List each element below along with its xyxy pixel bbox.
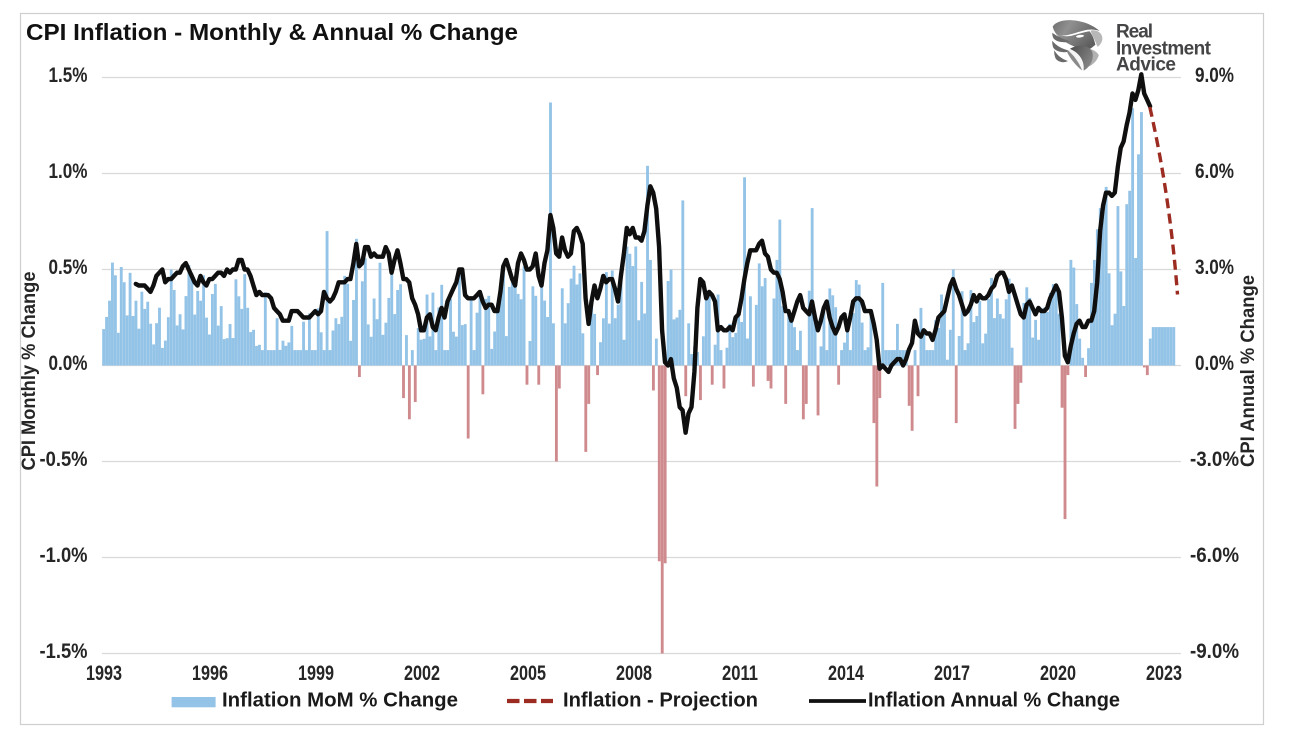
svg-text:-1.0%: -1.0% xyxy=(40,544,88,567)
svg-text:1993: 1993 xyxy=(86,662,122,685)
svg-text:1996: 1996 xyxy=(192,662,228,685)
svg-text:2017: 2017 xyxy=(934,662,970,685)
svg-text:-9.0%: -9.0% xyxy=(1190,640,1239,663)
svg-text:1.0%: 1.0% xyxy=(49,160,88,183)
svg-text:0.0%: 0.0% xyxy=(49,352,88,375)
svg-text:-3.0%: -3.0% xyxy=(1190,448,1239,471)
svg-text:Investment: Investment xyxy=(1116,39,1212,60)
svg-text:2014: 2014 xyxy=(828,662,864,685)
svg-text:Inflation - Projection: Inflation - Projection xyxy=(563,690,758,712)
svg-text:Advice: Advice xyxy=(1116,55,1176,76)
svg-text:Inflation MoM % Change: Inflation MoM % Change xyxy=(222,690,458,712)
svg-text:-1.5%: -1.5% xyxy=(40,640,88,663)
svg-text:2020: 2020 xyxy=(1040,662,1076,685)
svg-text:CPI Inflation - Monthly & Annu: CPI Inflation - Monthly & Annual % Chang… xyxy=(26,19,518,45)
svg-text:2023: 2023 xyxy=(1146,662,1182,685)
svg-text:Real: Real xyxy=(1116,22,1153,43)
svg-text:2002: 2002 xyxy=(404,662,440,685)
svg-text:2011: 2011 xyxy=(722,662,758,685)
svg-text:0.5%: 0.5% xyxy=(49,256,88,279)
svg-text:3.0%: 3.0% xyxy=(1195,256,1234,279)
svg-text:2005: 2005 xyxy=(510,662,546,685)
svg-text:6.0%: 6.0% xyxy=(1195,160,1234,183)
svg-text:-0.5%: -0.5% xyxy=(40,448,88,471)
svg-text:2008: 2008 xyxy=(616,662,652,685)
svg-text:CPI Monthly % Change: CPI Monthly % Change xyxy=(19,272,40,471)
svg-text:0.0%: 0.0% xyxy=(1195,352,1234,375)
svg-text:1999: 1999 xyxy=(298,662,334,685)
svg-text:Inflation Annual % Change: Inflation Annual % Change xyxy=(868,690,1120,712)
svg-text:CPI Annual % Change: CPI Annual % Change xyxy=(1238,275,1259,467)
svg-text:9.0%: 9.0% xyxy=(1195,64,1234,87)
svg-text:-6.0%: -6.0% xyxy=(1190,544,1239,567)
svg-text:1.5%: 1.5% xyxy=(49,64,88,87)
